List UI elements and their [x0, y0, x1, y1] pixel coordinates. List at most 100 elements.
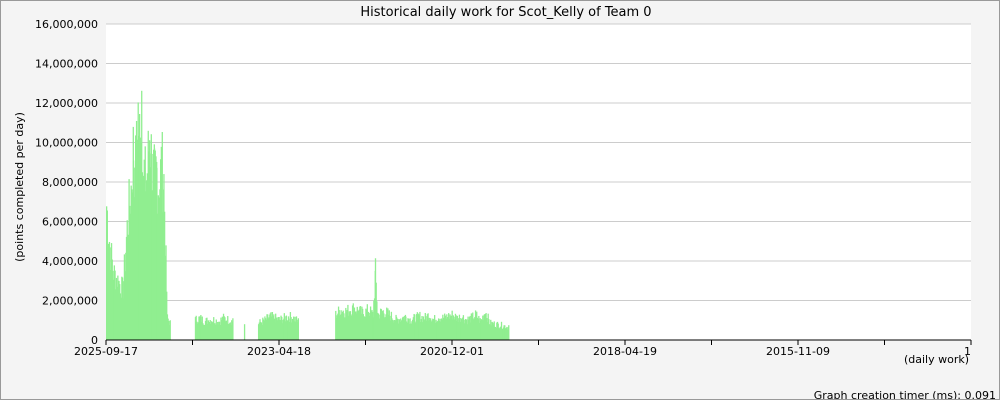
bar — [257, 324, 260, 340]
bar — [264, 316, 266, 340]
bar — [361, 306, 363, 340]
bar — [393, 322, 395, 340]
bar — [355, 311, 357, 340]
bar — [412, 317, 415, 340]
bar — [225, 320, 227, 340]
bar — [373, 298, 376, 340]
bar — [158, 209, 160, 340]
bar — [118, 280, 120, 340]
bar — [260, 321, 262, 340]
bar — [109, 247, 111, 340]
bar — [434, 315, 436, 340]
bar — [134, 197, 136, 340]
bar — [494, 326, 497, 340]
bar — [473, 318, 475, 340]
bar — [462, 317, 464, 340]
bar — [475, 312, 477, 340]
bar — [372, 317, 374, 340]
bar — [375, 282, 377, 340]
bar — [472, 319, 475, 340]
bar — [226, 323, 228, 340]
y-tick-label: 14,000,000 — [35, 58, 98, 71]
bar — [125, 252, 127, 340]
bar — [481, 320, 483, 340]
bar — [502, 328, 504, 340]
bar — [160, 183, 163, 340]
bar — [272, 316, 274, 340]
bar — [389, 315, 391, 340]
bar — [127, 234, 129, 340]
bar — [210, 323, 212, 340]
bar — [428, 317, 430, 340]
bar — [135, 192, 137, 340]
bar — [142, 201, 144, 340]
bar — [480, 319, 483, 340]
bar — [363, 318, 365, 340]
bar — [163, 211, 166, 340]
bar — [202, 323, 204, 340]
bar — [387, 314, 390, 340]
bar — [211, 322, 213, 340]
bar — [199, 316, 201, 340]
bar — [381, 311, 384, 340]
bar — [219, 325, 221, 340]
bar — [399, 322, 401, 340]
bar — [337, 313, 339, 340]
bar — [383, 313, 385, 340]
x-tick-labels: 2025-09-17 2023-04-18 2020-12-01 2018-04-19… — [74, 340, 972, 358]
chart-title: Historical daily work for Scot_Kelly of … — [360, 5, 651, 20]
y-tick-label: 0 — [91, 334, 98, 347]
bar — [167, 318, 169, 340]
bars — [106, 90, 510, 340]
bar — [483, 314, 485, 340]
bar — [117, 290, 119, 340]
bar — [447, 319, 449, 340]
bar — [490, 325, 493, 340]
y-tick-label: 16,000,000 — [35, 18, 98, 31]
bar — [394, 320, 397, 340]
bar — [474, 316, 476, 340]
bar — [209, 319, 211, 340]
bar — [296, 319, 298, 340]
bar — [409, 323, 412, 340]
bar — [487, 313, 489, 340]
bar — [478, 315, 480, 340]
bar — [288, 318, 290, 340]
bar — [212, 321, 214, 340]
bar — [131, 192, 134, 340]
bar — [163, 174, 165, 340]
bar — [157, 195, 159, 340]
bar — [231, 320, 233, 340]
bar — [468, 319, 470, 340]
bar — [206, 323, 209, 340]
bar — [422, 316, 425, 340]
bar — [369, 306, 372, 340]
bar — [438, 320, 440, 340]
bar — [121, 276, 123, 340]
bar — [146, 176, 149, 340]
bar — [138, 135, 140, 340]
bar — [152, 149, 155, 340]
bar — [228, 323, 231, 340]
bar — [264, 318, 267, 340]
timer-text: Graph creation timer (ms): 0.091 — [814, 389, 996, 399]
bar — [346, 309, 348, 340]
bar — [258, 322, 260, 340]
bar — [377, 313, 380, 340]
bar — [385, 314, 387, 340]
bar — [281, 316, 283, 340]
bar — [112, 270, 114, 340]
bar — [218, 321, 221, 340]
bar — [153, 148, 156, 340]
bar — [107, 243, 109, 340]
bar — [448, 313, 450, 340]
bar — [271, 312, 274, 340]
bar — [129, 205, 131, 340]
y-tick-label: 6,000,000 — [42, 216, 98, 229]
bar — [495, 327, 497, 340]
bar — [270, 312, 272, 340]
bar — [369, 315, 371, 340]
bar — [384, 317, 386, 340]
